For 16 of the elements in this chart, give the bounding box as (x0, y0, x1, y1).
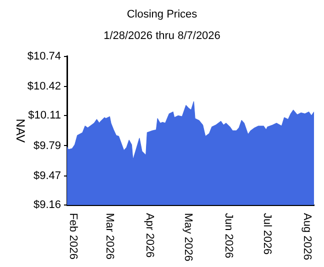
y-tick-label: $10.74 (27, 50, 61, 62)
y-tick-label: $9.79 (33, 140, 61, 152)
y-tick-label: $10.42 (27, 80, 61, 93)
x-tick-label: Aug 2026 (301, 213, 314, 260)
chart-subtitle: 1/28/2026 thru 8/7/2026 (104, 30, 220, 42)
x-tick-label: Apr 2026 (143, 213, 156, 258)
y-tick-label: $9.16 (33, 199, 61, 212)
chart-title: Closing Prices (126, 8, 198, 21)
x-tick-label: Jun 2026 (222, 213, 234, 258)
x-tick-label: Mar 2026 (103, 213, 116, 260)
x-tick-label: Feb 2026 (67, 213, 80, 260)
y-tick-label: $10.11 (28, 110, 61, 122)
x-tick-label: May 2026 (182, 213, 194, 262)
x-tick-label: Jul 2026 (261, 213, 274, 255)
y-tick-label: $9.47 (33, 170, 61, 182)
y-axis-title: NAV (14, 118, 28, 143)
